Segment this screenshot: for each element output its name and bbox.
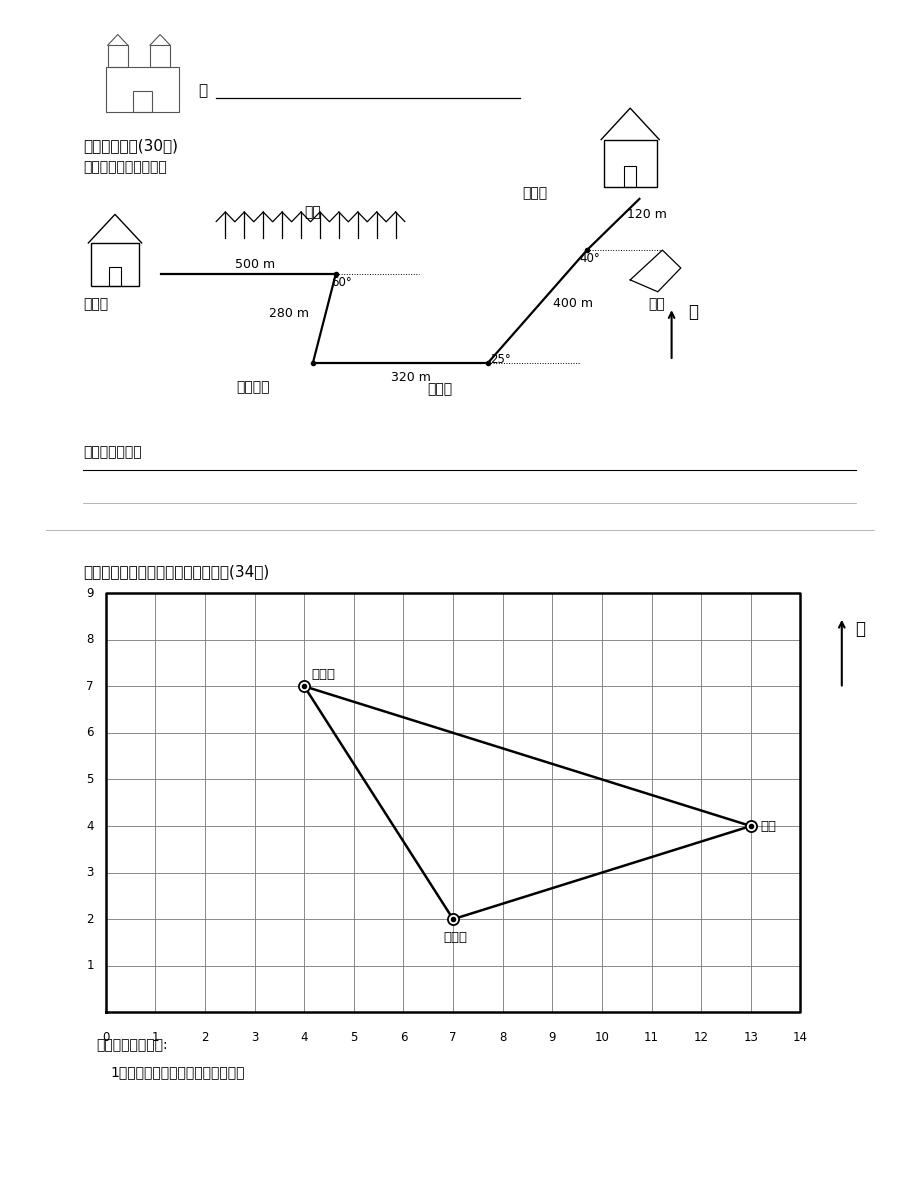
Text: 小山坡: 小山坡: [426, 382, 452, 397]
Text: 2: 2: [201, 1031, 209, 1045]
Text: 小兔家: 小兔家: [83, 297, 108, 311]
Bar: [133, 91, 152, 112]
Text: 张家村: 张家村: [312, 668, 335, 681]
Text: 2: 2: [86, 912, 94, 925]
Text: 11: 11: [643, 1031, 658, 1045]
Text: 500 m: 500 m: [234, 258, 275, 270]
Text: 25°: 25°: [490, 354, 511, 366]
Text: 13: 13: [743, 1031, 757, 1045]
Text: 14: 14: [792, 1031, 807, 1045]
Text: 9: 9: [548, 1031, 555, 1045]
Text: 小兔去小熊家怎么走？: 小兔去小熊家怎么走？: [83, 160, 166, 174]
Text: 8: 8: [498, 1031, 505, 1045]
Text: 1: 1: [86, 959, 94, 972]
Text: 1: 1: [152, 1031, 159, 1045]
Text: 新村: 新村: [760, 819, 776, 833]
Text: 根据上图回答问题:: 根据上图回答问题:: [96, 1039, 168, 1053]
Text: 280 m: 280 m: [268, 307, 308, 319]
Text: 120 m: 120 m: [627, 208, 666, 220]
Text: 9: 9: [86, 587, 94, 599]
Text: 北: 北: [855, 619, 865, 638]
Text: 三、下面为光明乡三个村庄的平面图(34分): 三、下面为光明乡三个村庄的平面图(34分): [83, 565, 268, 579]
Text: 小熊家: 小熊家: [522, 186, 547, 200]
Text: 4: 4: [86, 819, 94, 833]
Bar: [623, 166, 636, 187]
Text: 5: 5: [350, 1031, 357, 1045]
Bar: [109, 267, 120, 286]
Text: 40°: 40°: [579, 252, 600, 264]
Text: 10: 10: [594, 1031, 608, 1045]
Bar: [150, 45, 170, 67]
Text: 3: 3: [86, 866, 94, 879]
Text: 北: 北: [687, 303, 698, 322]
Text: 在: 在: [198, 83, 207, 98]
Text: 石岭: 石岭: [648, 297, 664, 311]
Bar: [108, 45, 128, 67]
Text: 6: 6: [399, 1031, 407, 1045]
Text: 5: 5: [86, 773, 94, 786]
Text: 7: 7: [86, 680, 94, 693]
Bar: [603, 139, 656, 187]
Text: 0: 0: [102, 1031, 109, 1045]
Text: 小兔去小熊家：: 小兔去小熊家：: [83, 445, 142, 460]
Text: 森林广场: 森林广场: [236, 380, 269, 394]
Text: 400 m: 400 m: [552, 298, 592, 310]
Text: 7: 7: [448, 1031, 457, 1045]
Text: 12: 12: [693, 1031, 708, 1045]
Bar: [91, 243, 139, 286]
Bar: [106, 67, 179, 112]
Text: 3: 3: [251, 1031, 258, 1045]
Text: 6: 6: [86, 727, 94, 740]
Text: 320 m: 320 m: [391, 372, 430, 384]
Text: 草坪: 草坪: [304, 205, 321, 219]
Text: 1．说一说三个村庄在图上的位置。: 1．说一说三个村庄在图上的位置。: [110, 1065, 244, 1079]
Text: 60°: 60°: [331, 276, 352, 288]
Text: 8: 8: [86, 634, 94, 647]
Text: 4: 4: [301, 1031, 308, 1045]
Text: 二、小兔串门(30分): 二、小兔串门(30分): [83, 138, 177, 152]
Text: 兴阳村: 兴阳村: [443, 931, 467, 944]
